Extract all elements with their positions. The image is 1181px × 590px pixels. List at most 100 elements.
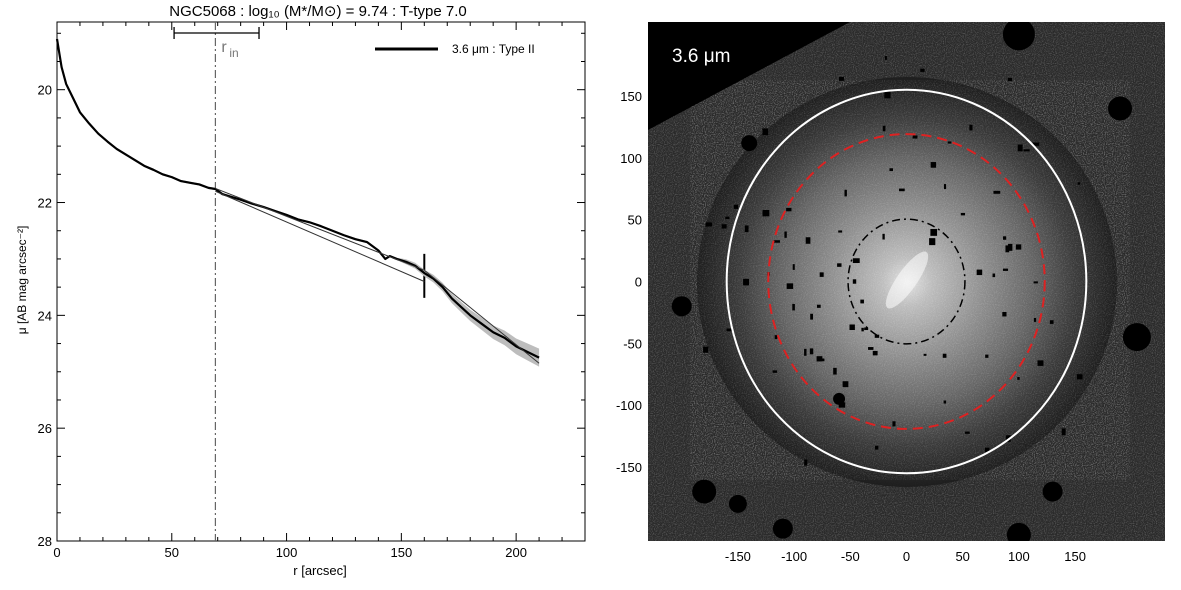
star-mask xyxy=(786,207,792,212)
star-mask xyxy=(882,125,886,132)
band-label: 3.6 μm xyxy=(672,46,730,67)
star-mask xyxy=(930,162,937,168)
star-mask xyxy=(762,128,769,136)
star-mask xyxy=(838,402,846,408)
star-mask xyxy=(1061,428,1066,436)
y-tick-label: 20 xyxy=(38,83,52,98)
x-tick-labels: 0 50 100 150 200 xyxy=(53,545,527,560)
x-tick-label: 100 xyxy=(276,545,298,560)
image-x-tick-labels: -150 -100 -50 0 50 100 150 xyxy=(725,549,1086,564)
star-mask xyxy=(1033,281,1038,284)
profile-error-band xyxy=(57,37,540,367)
star-mask xyxy=(809,348,814,355)
star-mask xyxy=(947,141,952,144)
star-mask xyxy=(1002,268,1009,271)
star-mask xyxy=(805,237,811,244)
star-mask xyxy=(1077,182,1081,185)
star-mask xyxy=(884,56,887,60)
star-mask xyxy=(912,135,918,139)
image-y-tick-label: -150 xyxy=(616,460,642,475)
star-mask xyxy=(985,354,989,358)
star-mask xyxy=(726,328,733,332)
star-mask xyxy=(1108,96,1133,121)
star-mask xyxy=(892,421,896,427)
star-mask xyxy=(838,76,844,81)
star-mask xyxy=(671,296,692,317)
star-mask xyxy=(1007,77,1012,81)
image-x-tick-label: 100 xyxy=(1008,549,1030,564)
star-mask xyxy=(992,273,996,278)
image-y-tick-label: -100 xyxy=(616,398,642,413)
star-mask xyxy=(969,124,973,131)
galaxy-mottle xyxy=(690,80,1130,480)
star-mask xyxy=(852,258,860,264)
star-mask xyxy=(786,283,794,289)
series-fit-outer xyxy=(423,269,540,364)
image-x-tick-label: -100 xyxy=(781,549,807,564)
star-mask xyxy=(743,278,750,286)
legend-label: 3.6 μm : Type II xyxy=(452,42,535,56)
star-mask xyxy=(1005,245,1010,253)
star-mask xyxy=(1017,144,1023,152)
x-tick-label: 200 xyxy=(505,545,527,560)
star-mask xyxy=(976,269,983,276)
x-tick-label: 150 xyxy=(390,545,412,560)
axis-ticks xyxy=(56,22,586,542)
star-mask xyxy=(868,347,874,350)
profile-chart: NGC5068 : log₁₀ (M*/M⊙) = 9.74 : T-type … xyxy=(15,3,586,578)
star-mask xyxy=(923,353,927,356)
star-mask xyxy=(772,370,778,373)
star-mask xyxy=(762,209,770,217)
star-mask xyxy=(852,279,857,284)
series-fit-inner xyxy=(215,187,425,271)
r-in-label: r xyxy=(221,39,227,56)
star-mask xyxy=(929,238,936,246)
image-x-tick-label: -150 xyxy=(725,549,751,564)
star-mask xyxy=(1049,320,1054,324)
star-mask xyxy=(1003,236,1007,240)
image-x-tick-label: 0 xyxy=(903,549,910,564)
image-y-tick-label: 150 xyxy=(620,89,642,104)
star-mask xyxy=(833,367,837,375)
y-tick-label: 22 xyxy=(38,196,52,211)
star-mask xyxy=(819,272,824,277)
image-y-tick-label: 0 xyxy=(635,275,642,290)
galaxy-image-panel: 3.6 μm -150 -100 -50 0 50 100 150 150 100 50 0 -50… xyxy=(616,22,1165,564)
star-mask xyxy=(1002,22,1035,51)
legend: 3.6 μm : Type II xyxy=(375,42,535,56)
star-mask xyxy=(784,231,787,238)
star-mask xyxy=(965,431,970,434)
star-mask xyxy=(721,224,727,229)
y-axis-label: μ [AB mag arcsec⁻²] xyxy=(15,226,29,335)
star-mask xyxy=(838,230,843,233)
star-mask xyxy=(773,240,780,243)
star-mask xyxy=(733,204,739,209)
star-mask xyxy=(1017,377,1020,380)
star-mask xyxy=(1076,374,1083,380)
annotations: r in xyxy=(173,22,426,541)
star-mask xyxy=(993,190,1001,194)
star-mask xyxy=(692,479,717,504)
y-tick-labels: 20 22 24 26 28 xyxy=(38,83,52,549)
series-profile xyxy=(55,38,540,359)
star-mask xyxy=(849,324,855,331)
star-mask xyxy=(844,189,847,197)
star-mask xyxy=(816,304,821,308)
star-mask xyxy=(810,313,813,320)
star-mask xyxy=(882,233,885,240)
series-group xyxy=(55,37,540,367)
image-y-tick-label: 50 xyxy=(628,213,642,228)
star-mask xyxy=(1122,323,1151,352)
star-mask xyxy=(833,392,846,405)
image-y-tick-labels: 150 100 50 0 -50 -100 -150 xyxy=(616,89,642,475)
star-mask xyxy=(804,459,808,466)
star-mask xyxy=(984,447,990,453)
star-mask xyxy=(899,188,905,192)
star-mask xyxy=(1033,317,1037,322)
star-mask xyxy=(1002,311,1007,317)
star-mask xyxy=(860,299,864,304)
star-mask xyxy=(942,353,947,358)
star-mask xyxy=(792,303,795,311)
star-mask xyxy=(725,216,730,220)
image-y-tick-label: 100 xyxy=(620,151,642,166)
